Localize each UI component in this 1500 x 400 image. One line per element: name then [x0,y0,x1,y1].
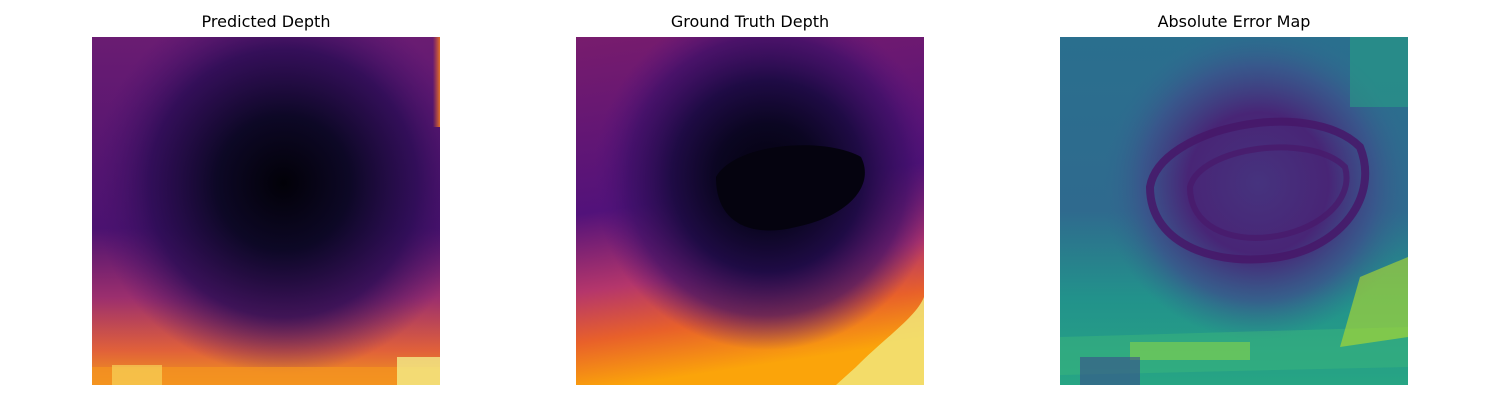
predicted-depth-image [92,37,440,385]
panel-title: Absolute Error Map [1157,12,1311,31]
panel-title: Predicted Depth [201,12,331,31]
panel-predicted-depth: Predicted Depth [92,0,440,400]
ground-truth-depth-image [576,37,924,385]
panel-ground-truth-depth: Ground Truth Depth [576,0,924,400]
panel-absolute-error-map: Absolute Error Map [1060,0,1408,400]
panel-title: Ground Truth Depth [670,12,830,31]
absolute-error-map-image [1060,37,1408,385]
